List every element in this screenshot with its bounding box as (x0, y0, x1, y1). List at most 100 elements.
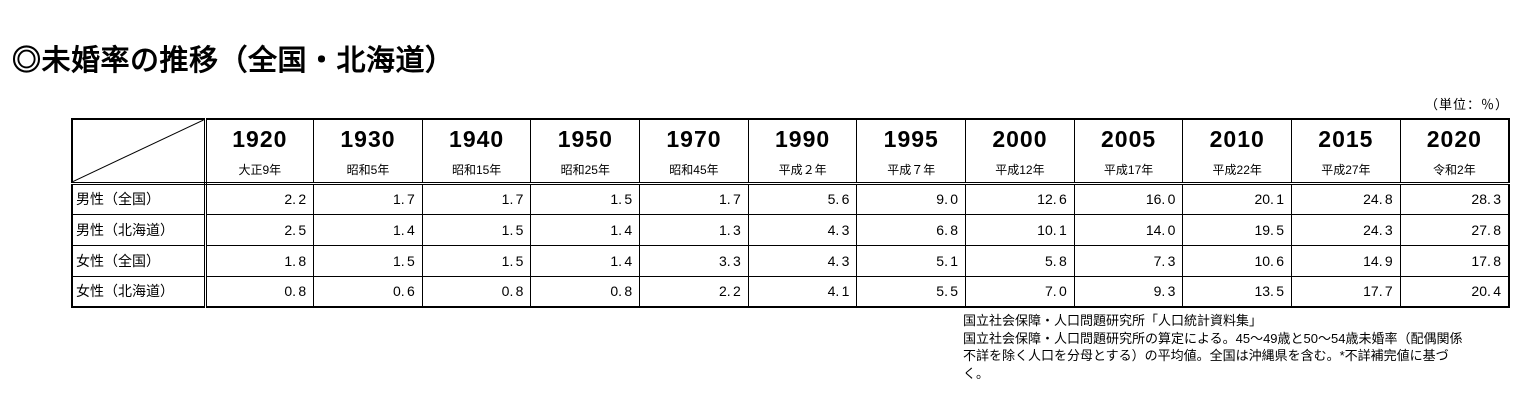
year-label: 1920 (232, 125, 288, 152)
value-cell: 1. 7 (639, 182, 749, 215)
value-cell: 0. 8 (204, 275, 315, 308)
year-column-header: 1940 昭和15年 (421, 118, 532, 185)
page-title: ◎未婚率の推移（全国・北海道） (12, 45, 455, 78)
value-cell: 0. 8 (530, 275, 641, 308)
value-cell: 1. 5 (313, 244, 423, 277)
value-cell: 4. 1 (747, 275, 858, 308)
source-notes: 国立社会保障・人口問題研究所「人口統計資料集」国立社会保障・人口問題研究所の算定… (963, 312, 1462, 382)
value-cell: 19. 5 (1182, 213, 1293, 246)
value-cell: 17. 7 (1291, 275, 1401, 308)
year-label: 1970 (666, 125, 722, 152)
era-label: 平成17年 (1103, 162, 1154, 177)
era-label: 平成22年 (1212, 162, 1262, 177)
value-cell: 20. 4 (1399, 275, 1510, 308)
value-cell: 1. 8 (204, 244, 315, 277)
year-column-header: 1970 昭和45年 (639, 118, 749, 185)
row-label: 男性（全国） (71, 182, 207, 215)
value-cell: 2. 5 (204, 213, 315, 246)
era-label: 平成７年 (887, 162, 936, 177)
value-cell: 1. 3 (639, 213, 749, 246)
value-cell: 4. 3 (747, 244, 858, 277)
value-cell: 1. 5 (530, 182, 641, 215)
value-cell: 9. 3 (1073, 275, 1184, 308)
year-column-header: 1990 平成２年 (747, 118, 858, 185)
footnote-line: 国立社会保障・人口問題研究所「人口統計資料集」 (963, 313, 1263, 328)
unit-label: （単位：％） (1424, 97, 1509, 112)
year-column-header: 2010 平成22年 (1182, 118, 1293, 185)
year-column-header: 2020 令和2年 (1399, 118, 1510, 185)
value-cell: 24. 3 (1291, 213, 1401, 246)
era-label: 大正9年 (238, 162, 282, 177)
value-cell: 14. 9 (1291, 244, 1401, 277)
value-cell: 14. 0 (1073, 213, 1184, 246)
year-column-header: 1995 平成７年 (856, 118, 967, 185)
year-column-header: 1950 昭和25年 (530, 118, 641, 185)
value-cell: 6. 8 (856, 213, 967, 246)
value-cell: 5. 6 (747, 182, 858, 215)
era-label: 平成12年 (995, 162, 1045, 177)
value-cell: 1. 5 (421, 244, 532, 277)
era-label: 平成27年 (1321, 162, 1371, 177)
value-cell: 0. 8 (421, 275, 532, 308)
year-label: 1950 (557, 125, 613, 152)
value-cell: 1. 7 (313, 182, 423, 215)
value-cell: 13. 5 (1182, 275, 1293, 308)
value-cell: 12. 6 (965, 182, 1075, 215)
year-label: 1995 (883, 125, 939, 152)
year-label: 1940 (449, 125, 505, 152)
footnote-line: 国立社会保障・人口問題研究所の算定による。45〜49歳と50〜54歳未婚率（配偶… (963, 330, 1463, 346)
row-label: 女性（北海道） (71, 275, 207, 308)
value-cell: 17. 8 (1399, 244, 1510, 277)
year-label: 1930 (340, 125, 396, 152)
year-label: 2020 (1426, 125, 1482, 152)
value-cell: 20. 1 (1182, 182, 1293, 215)
value-cell: 16. 0 (1073, 182, 1184, 215)
year-column-header: 2005 平成17年 (1073, 118, 1184, 185)
year-label: 2015 (1318, 125, 1374, 152)
row-label: 女性（全国） (71, 244, 207, 277)
era-label: 昭和45年 (669, 162, 719, 177)
value-cell: 10. 6 (1182, 244, 1293, 277)
year-label: 2005 (1100, 125, 1157, 152)
value-cell: 0. 6 (313, 275, 423, 308)
table-row: 女性（全国） 1. 8 1. 5 1. 5 1. 4 3. 3 4. 3 5. 1 5. 8 7.… (71, 244, 1510, 277)
table-row: 男性（北海道） 2. 5 1. 4 1. 5 1. 4 1. 3 4. 3 6. 8 10. 1… (71, 213, 1510, 246)
value-cell: 3. 3 (639, 244, 749, 277)
value-cell: 7. 0 (965, 275, 1075, 308)
value-cell: 2. 2 (204, 182, 315, 215)
value-cell: 1. 4 (530, 244, 641, 277)
year-label: 1990 (775, 125, 831, 152)
value-cell: 24. 8 (1291, 182, 1401, 215)
value-cell: 1. 4 (530, 213, 641, 246)
year-label: 2000 (992, 125, 1048, 152)
era-label: 令和2年 (1433, 162, 1476, 177)
value-cell: 5. 1 (856, 244, 967, 277)
year-column-header: 2015 平成27年 (1291, 118, 1401, 185)
unmarried-rate-table: 1920 大正9年 1930 昭和5年 1940 昭和15年 1950 昭和25年 1970 昭和… (71, 118, 1510, 308)
value-cell: 1. 5 (421, 213, 532, 246)
era-label: 昭和25年 (560, 162, 610, 177)
value-cell: 27. 8 (1399, 213, 1510, 246)
diagonal-header-cell (71, 118, 207, 185)
year-column-header: 2000 平成12年 (965, 118, 1075, 185)
value-cell: 9. 0 (856, 182, 967, 215)
era-label: 昭和15年 (451, 162, 502, 177)
value-cell: 4. 3 (747, 213, 858, 246)
value-cell: 7. 3 (1073, 244, 1184, 277)
value-cell: 1. 7 (421, 182, 532, 215)
value-cell: 5. 5 (856, 275, 967, 308)
value-cell: 10. 1 (965, 213, 1075, 246)
value-cell: 2. 2 (639, 275, 749, 308)
era-label: 平成２年 (778, 162, 827, 177)
year-column-header: 1930 昭和5年 (313, 118, 423, 185)
value-cell: 28. 3 (1399, 182, 1510, 215)
value-cell: 5. 8 (965, 244, 1075, 277)
footnote-line: 不詳を除く人口を分母とする）の平均値。全国は沖縄県を含む。*不詳補完値に基づ (963, 348, 1449, 363)
diagonal-line (73, 120, 204, 182)
value-cell: 1. 4 (313, 213, 423, 246)
year-label: 2010 (1209, 125, 1265, 152)
year-column-header: 1920 大正9年 (204, 118, 315, 185)
row-label: 男性（北海道） (71, 213, 207, 246)
